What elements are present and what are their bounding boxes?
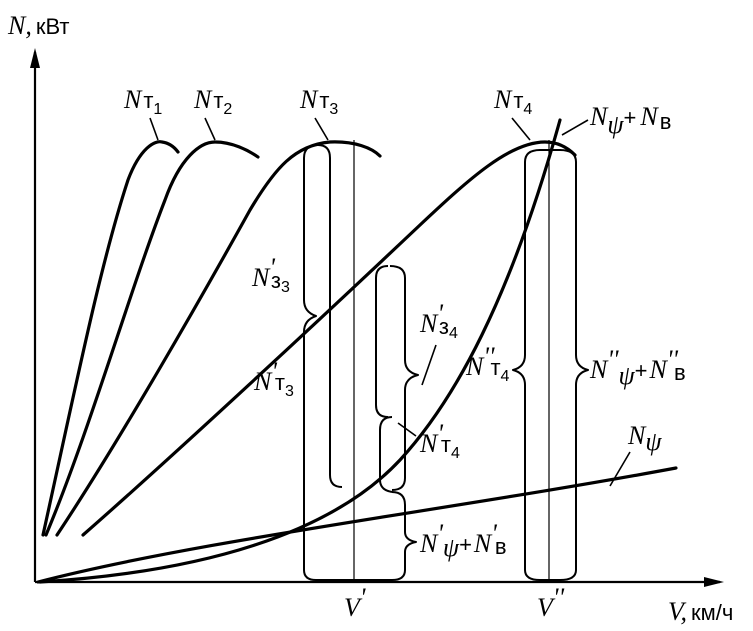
label-nz4: N'з4	[419, 299, 458, 342]
label-nz3: N'з3	[251, 253, 290, 296]
brace-nz4	[389, 265, 419, 491]
brace-nt4pp	[512, 149, 541, 581]
curve-npsi-nv	[38, 118, 562, 584]
label-nt1: Nт1	[123, 85, 162, 118]
leader-nt1	[149, 117, 159, 141]
x-axis-title: V, км/ч	[668, 597, 733, 626]
label-np-sum: N'ψ+N'в	[419, 519, 507, 562]
v-double-prime-label: V''	[537, 583, 564, 622]
leader-npsi-nv	[561, 119, 589, 136]
label-nt3p: N'т3	[253, 357, 294, 400]
curve-nt1	[41, 140, 180, 537]
brace-nt3	[303, 144, 319, 581]
label-nt3: Nт3	[299, 85, 338, 118]
label-npsi-nv: Nψ+ Nв	[589, 102, 671, 139]
y-axis-title: N, кВт	[7, 11, 70, 40]
leader-nt4p	[397, 422, 417, 437]
curve-npsi	[36, 466, 678, 584]
curve-nt4	[81, 140, 577, 537]
curve-nt2	[44, 140, 260, 537]
label-npp-sum: N''ψ+N''в	[589, 345, 686, 390]
leader-npsi	[609, 451, 631, 487]
brace-nt3-inner	[317, 144, 343, 488]
label-nt4p: N'т4	[419, 419, 460, 462]
brace-nt4p	[379, 416, 393, 493]
x-axis-arrow	[704, 577, 724, 587]
brace-npp-sum	[559, 149, 589, 581]
leader-nz4	[421, 344, 437, 386]
leader-nt3	[314, 117, 329, 141]
label-nt4pp: N''т4	[465, 342, 510, 385]
brace-nz3	[375, 265, 389, 418]
label-nt4: Nт4	[493, 85, 532, 118]
v-prime-label: V'	[344, 583, 366, 622]
y-axis-arrow	[30, 48, 40, 68]
brace-np-sum	[391, 491, 417, 581]
leader-nt2	[204, 117, 216, 141]
label-nt2: Nт2	[193, 85, 232, 118]
label-npsi: Nψ	[627, 421, 662, 456]
curve-nt3	[55, 140, 382, 537]
leader-nt4	[511, 117, 531, 141]
